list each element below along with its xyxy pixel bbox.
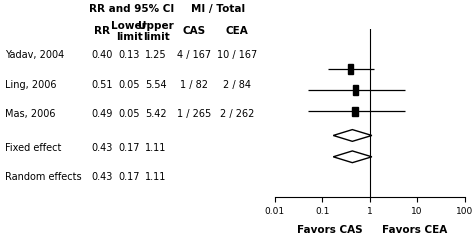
- Text: Favors CEA: Favors CEA: [382, 225, 447, 235]
- Text: 0.13: 0.13: [118, 50, 140, 60]
- Text: 5.54: 5.54: [145, 80, 167, 90]
- Text: 0.43: 0.43: [91, 172, 113, 182]
- Text: 0.17: 0.17: [118, 172, 140, 182]
- Text: RR and 95% CI: RR and 95% CI: [89, 4, 174, 14]
- Text: 1 / 82: 1 / 82: [180, 80, 208, 90]
- Text: MI / Total: MI / Total: [191, 4, 245, 14]
- Text: Ling, 2006: Ling, 2006: [5, 80, 56, 90]
- Bar: [353, 85, 358, 95]
- Polygon shape: [333, 151, 372, 163]
- Text: 0.40: 0.40: [91, 50, 113, 60]
- Text: 0.05: 0.05: [118, 109, 140, 120]
- Text: 0.17: 0.17: [118, 143, 140, 153]
- Text: 1 / 265: 1 / 265: [177, 109, 211, 120]
- Text: Lower
limit: Lower limit: [111, 21, 147, 42]
- Text: CAS: CAS: [182, 26, 205, 36]
- Text: Fixed effect: Fixed effect: [5, 143, 61, 153]
- Text: 0.51: 0.51: [91, 80, 113, 90]
- Text: 2 / 84: 2 / 84: [223, 80, 251, 90]
- Text: RR: RR: [94, 26, 110, 36]
- Text: Mas, 2006: Mas, 2006: [5, 109, 55, 120]
- Polygon shape: [333, 130, 372, 141]
- Text: 1.25: 1.25: [145, 50, 167, 60]
- Text: 1.11: 1.11: [146, 143, 167, 153]
- Text: 4 / 167: 4 / 167: [177, 50, 211, 60]
- Text: Yadav, 2004: Yadav, 2004: [5, 50, 64, 60]
- Bar: [348, 64, 354, 74]
- Text: CEA: CEA: [226, 26, 248, 36]
- Text: Favors CAS: Favors CAS: [297, 225, 362, 235]
- Text: 2 / 262: 2 / 262: [220, 109, 254, 120]
- Text: 0.49: 0.49: [91, 109, 113, 120]
- Text: 10 / 167: 10 / 167: [217, 50, 257, 60]
- Text: Random effects: Random effects: [5, 172, 82, 182]
- Text: Upper
limit: Upper limit: [138, 21, 174, 42]
- Text: 5.42: 5.42: [145, 109, 167, 120]
- Bar: [353, 107, 358, 116]
- Text: 0.43: 0.43: [91, 143, 113, 153]
- Text: 1.11: 1.11: [146, 172, 167, 182]
- Text: 0.05: 0.05: [118, 80, 140, 90]
